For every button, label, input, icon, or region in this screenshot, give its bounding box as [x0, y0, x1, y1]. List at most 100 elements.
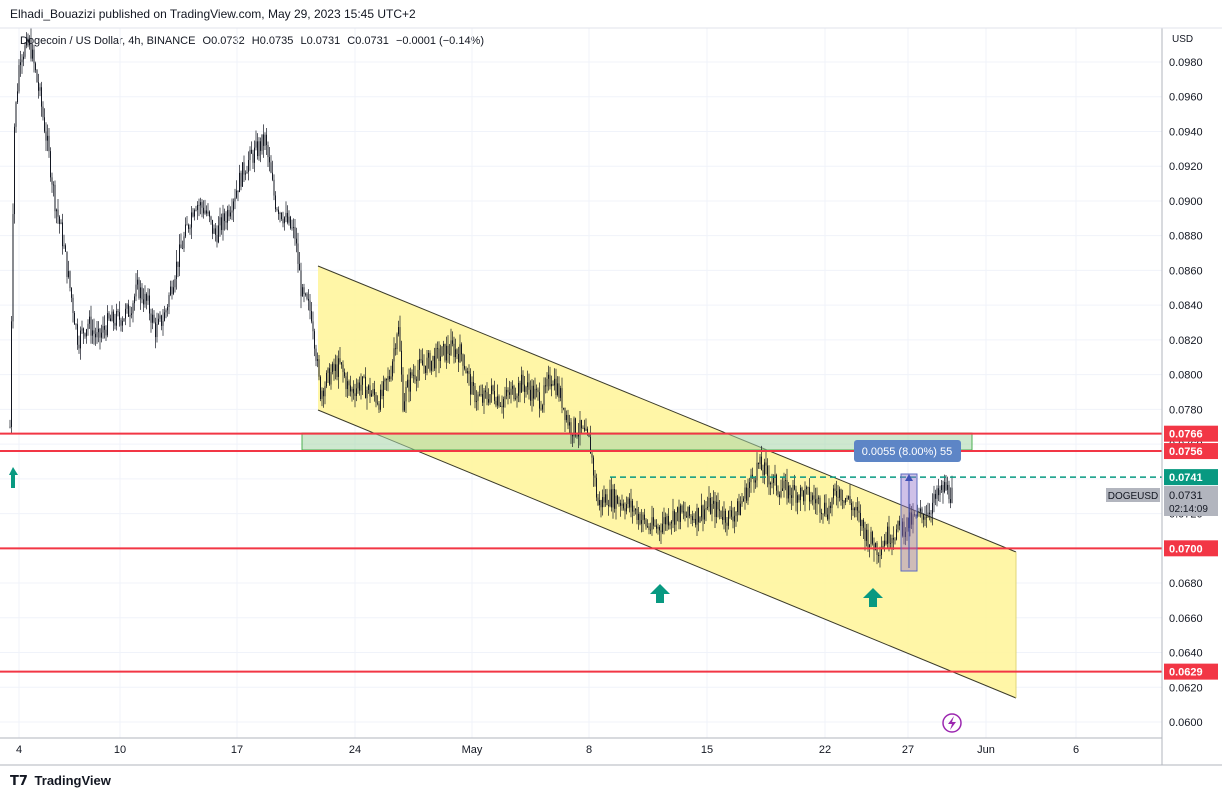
candle-body: [914, 514, 915, 516]
candle-body: [945, 482, 947, 490]
candle-body: [182, 248, 183, 249]
candle-body: [450, 340, 452, 355]
candle-body: [812, 495, 813, 501]
price-level-label: 0.0766: [1169, 429, 1203, 441]
candle-body: [165, 310, 167, 313]
candle-body: [605, 494, 606, 503]
symbol-name[interactable]: Dogecoin / US Dollar, 4h, BINANCE: [20, 35, 196, 47]
candle-body: [831, 498, 833, 509]
candle-body: [264, 134, 266, 146]
candle-body: [480, 394, 482, 396]
candle-body: [254, 147, 255, 163]
candle-body: [228, 209, 230, 217]
candle-body: [21, 59, 23, 63]
candle-body: [213, 228, 215, 234]
candle-body: [120, 319, 122, 326]
candle-body: [950, 499, 951, 503]
candle-body: [611, 489, 612, 508]
candle-body: [140, 287, 141, 299]
price-level-label: 0.0756: [1169, 446, 1203, 458]
time-tick-label: 10: [114, 744, 126, 756]
candle-body: [173, 287, 174, 294]
candle-body: [231, 210, 233, 213]
candle-body: [23, 56, 24, 60]
candle-body: [459, 344, 461, 363]
candle-body: [905, 531, 906, 538]
candle-body: [354, 393, 356, 397]
candle-body: [882, 545, 884, 548]
candle-body: [108, 313, 110, 319]
ohlc-low: L0.0731: [300, 35, 341, 47]
price-tick-label: 0.0940: [1169, 126, 1203, 138]
candle-body: [210, 216, 212, 220]
candle-body: [531, 385, 533, 401]
candle-body: [683, 511, 684, 513]
candle-body: [296, 238, 297, 244]
candle-body: [464, 365, 465, 369]
candle-body: [344, 372, 345, 377]
candle-body: [705, 508, 707, 510]
candle-body: [896, 529, 897, 540]
candle-body: [621, 503, 623, 506]
candle-body: [885, 540, 887, 545]
candle-body: [717, 501, 719, 510]
candle-body: [854, 508, 855, 511]
candle-body: [918, 511, 920, 513]
candle-body: [821, 512, 822, 514]
candle-body: [869, 544, 870, 549]
candle-body: [281, 212, 282, 219]
candle-body: [167, 306, 168, 311]
tradingview-logo[interactable]: 𝗧𝟳 TradingView: [10, 773, 111, 789]
candle-body: [98, 328, 99, 333]
candle-body: [369, 385, 371, 397]
candle-body: [747, 487, 749, 501]
candle-body: [564, 407, 566, 421]
candle-body: [381, 389, 383, 396]
lightning-icon[interactable]: [942, 713, 962, 733]
candle-body: [506, 389, 507, 397]
candle-body: [585, 428, 587, 431]
candle-body: [357, 382, 359, 389]
candle-body: [78, 344, 80, 349]
candle-body: [714, 500, 716, 517]
candle-body: [347, 381, 348, 390]
candle-body: [150, 313, 152, 323]
candle-body: [525, 387, 527, 392]
candle-body: [897, 520, 899, 530]
candle-body: [489, 394, 491, 403]
candle-body: [152, 314, 153, 323]
candle-body: [819, 497, 821, 513]
candle-body: [524, 384, 525, 392]
candle-body: [942, 485, 944, 493]
candle-body: [698, 507, 699, 523]
candle-body: [926, 516, 927, 518]
candle-body: [494, 391, 495, 401]
candle-body: [813, 495, 815, 500]
candle-body: [771, 482, 773, 484]
candle-body: [777, 490, 779, 495]
candle-body: [890, 543, 891, 544]
candle-body: [800, 487, 801, 501]
candle-body: [594, 475, 596, 478]
candle-body: [188, 224, 189, 229]
candle-body: [189, 227, 191, 229]
candle-body: [780, 490, 782, 498]
candle-body: [269, 157, 270, 163]
candle-body: [449, 353, 450, 355]
candle-body: [177, 261, 179, 267]
price-tick-label: 0.0840: [1169, 300, 1203, 312]
candle-body: [548, 374, 549, 379]
candle-body: [593, 457, 594, 476]
candle-body: [138, 279, 140, 299]
candle-body: [431, 360, 432, 371]
candle-body: [522, 374, 524, 385]
price-tick-label: 0.0680: [1169, 578, 1203, 590]
candle-body: [224, 213, 225, 221]
candle-body: [114, 322, 116, 326]
candle-body: [635, 509, 636, 511]
candle-body: [504, 396, 506, 400]
candle-body: [117, 311, 119, 313]
candle-body: [675, 512, 677, 525]
candle-body: [221, 217, 222, 231]
